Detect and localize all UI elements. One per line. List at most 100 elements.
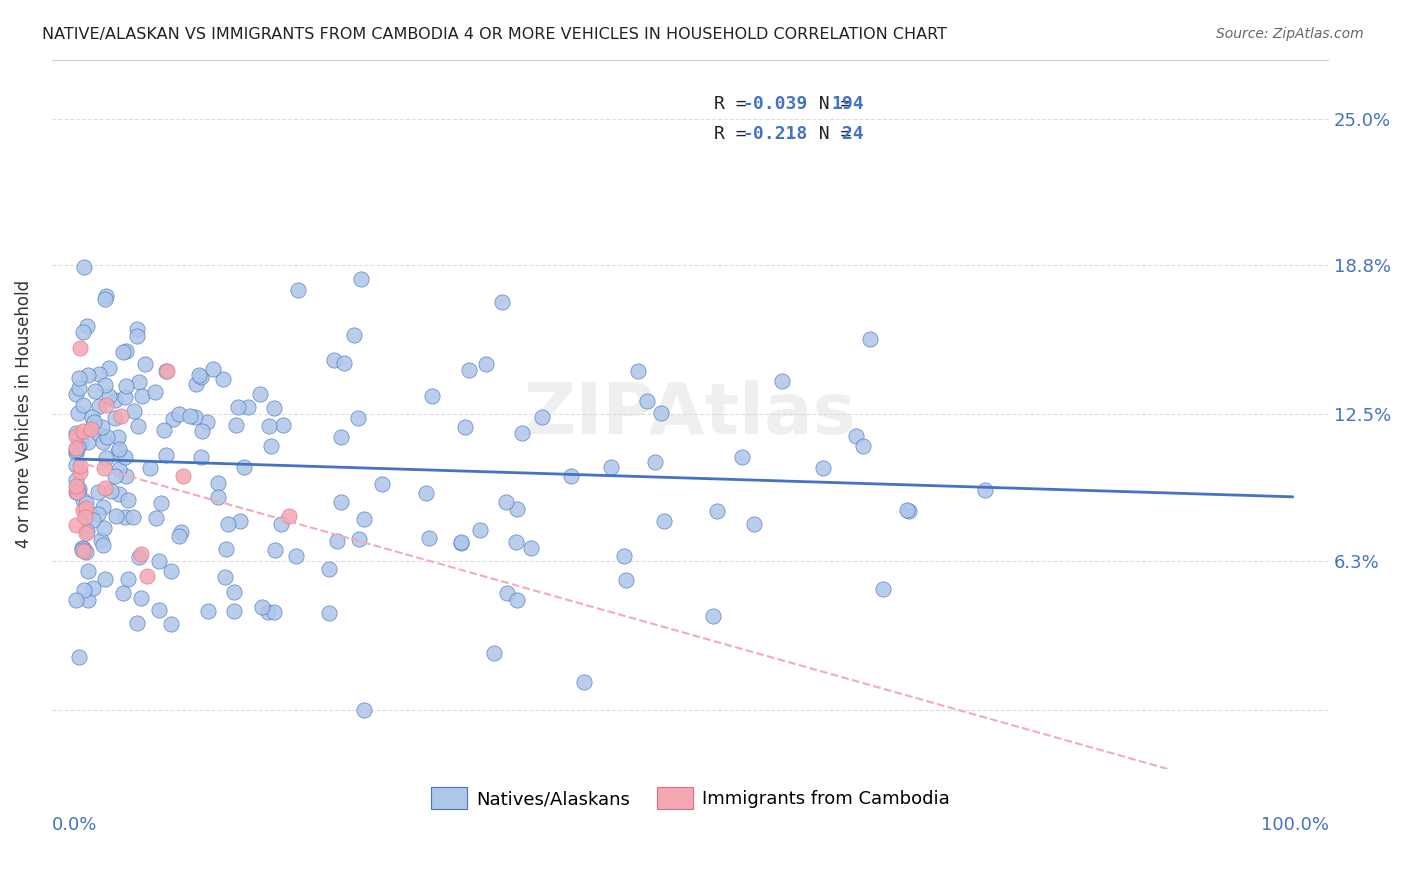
Point <box>572 674 595 689</box>
Point <box>67 482 90 496</box>
Point <box>318 561 340 575</box>
Point <box>150 496 173 510</box>
Point <box>263 605 285 619</box>
Point <box>70 541 93 556</box>
Point <box>226 400 249 414</box>
Point <box>107 462 129 476</box>
Point <box>614 573 637 587</box>
Point <box>277 508 299 523</box>
Point <box>859 332 882 346</box>
Point <box>155 363 177 377</box>
Point <box>73 260 96 274</box>
Point <box>94 292 117 306</box>
Point <box>260 439 283 453</box>
Point <box>91 538 114 552</box>
Point <box>613 549 636 563</box>
Point <box>114 390 136 404</box>
Point <box>125 322 148 336</box>
Point <box>259 418 281 433</box>
Point <box>91 420 114 434</box>
Point <box>191 424 214 438</box>
Point <box>167 407 190 421</box>
Point <box>852 439 875 453</box>
Point <box>97 389 120 403</box>
Text: 100.0%: 100.0% <box>1261 816 1329 834</box>
Point <box>115 378 138 392</box>
Text: R =: R = <box>714 125 758 143</box>
Point <box>107 429 129 443</box>
Point <box>65 479 87 493</box>
Point <box>83 415 105 429</box>
Point <box>184 377 207 392</box>
Point <box>72 493 94 508</box>
Point <box>143 384 166 399</box>
Point <box>896 503 918 517</box>
Point <box>236 400 259 414</box>
Point <box>128 375 150 389</box>
Point <box>94 398 117 412</box>
Point <box>114 450 136 464</box>
Point <box>72 398 94 412</box>
Point <box>93 460 115 475</box>
Point <box>627 364 650 378</box>
Point <box>114 469 136 483</box>
Point <box>217 517 239 532</box>
Point <box>97 360 120 375</box>
Point <box>77 506 100 520</box>
Point <box>75 544 97 558</box>
Point <box>94 289 117 303</box>
Point <box>73 583 96 598</box>
Point <box>470 523 492 537</box>
Point <box>112 585 135 599</box>
Point <box>211 372 233 386</box>
Point <box>495 494 517 508</box>
Point <box>172 469 194 483</box>
Point <box>270 517 292 532</box>
Point <box>65 485 87 500</box>
Point <box>263 543 285 558</box>
Point <box>76 524 98 538</box>
Point <box>506 501 529 516</box>
Point <box>420 389 443 403</box>
Y-axis label: 4 or more Vehicles in Household: 4 or more Vehicles in Household <box>15 280 32 549</box>
Point <box>114 510 136 524</box>
Point <box>107 444 129 458</box>
Point <box>599 460 621 475</box>
Text: N =: N = <box>797 95 862 113</box>
Point <box>813 461 835 475</box>
Point <box>650 406 672 420</box>
Point <box>160 617 183 632</box>
Point <box>65 518 87 533</box>
Point <box>652 514 675 528</box>
Point <box>65 593 87 607</box>
Point <box>134 357 156 371</box>
Point <box>770 374 793 388</box>
Point <box>207 476 229 491</box>
Point <box>72 424 94 438</box>
Point <box>75 525 97 540</box>
Text: 24: 24 <box>831 125 863 143</box>
Point <box>82 581 104 595</box>
Text: 194: 194 <box>831 95 863 113</box>
Point <box>70 543 93 558</box>
Point <box>845 428 868 442</box>
Point <box>325 534 347 549</box>
Point <box>148 554 170 568</box>
Point <box>77 564 100 578</box>
Point <box>742 516 765 531</box>
Point <box>188 368 211 383</box>
Point <box>350 271 373 285</box>
Point <box>67 371 90 385</box>
Point <box>86 507 108 521</box>
Point <box>65 473 87 487</box>
Point <box>125 329 148 343</box>
Point <box>159 564 181 578</box>
Point <box>139 461 162 475</box>
Point <box>69 465 91 479</box>
Point <box>330 430 353 444</box>
Point <box>145 511 167 525</box>
Point <box>560 469 582 483</box>
Point <box>107 486 129 500</box>
Point <box>129 547 152 561</box>
Point <box>94 377 117 392</box>
